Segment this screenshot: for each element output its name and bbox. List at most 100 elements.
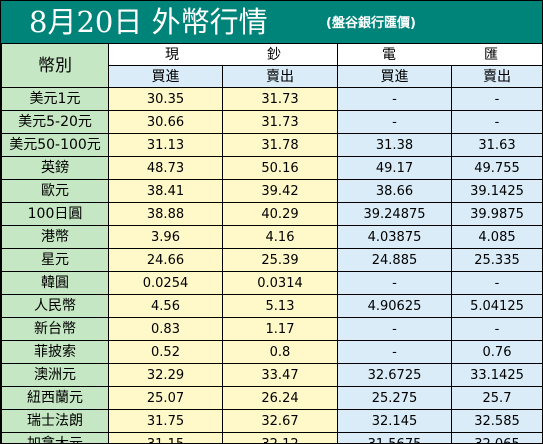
table-row: 港幣 3.96 4.16 4.03875 4.085 [1, 225, 542, 249]
currency-name-cell: 韓圓 [1, 271, 109, 295]
currency-column-header: 幣別 [1, 43, 109, 88]
cash-buy-cell: 48.73 [108, 156, 223, 180]
tt-sell-cell: 49.755 [451, 156, 542, 180]
table-row: 美元50-100元 31.13 31.78 31.38 31.63 [1, 133, 542, 157]
tt-buy-cell: 38.66 [337, 179, 452, 203]
cash-buy-cell: 31.13 [108, 133, 223, 157]
cash-sell-header: 賣出 [222, 65, 338, 88]
cash-buy-cell: 25.07 [108, 386, 223, 410]
table-row: 歐元 38.41 39.42 38.66 39.1425 [1, 179, 542, 203]
header-row-subheaders: 買進 賣出 買進 賣出 [2, 65, 542, 88]
telegraphic-group-char-1: 電 [382, 46, 396, 63]
table-row: 加拿大元 31.15 32.12 31.5675 32.065 [1, 432, 542, 443]
tt-buy-cell: 4.03875 [337, 225, 452, 249]
cash-sell-cell: 39.42 [222, 179, 338, 203]
tt-sell-cell: - [451, 110, 542, 134]
tt-buy-cell: - [337, 317, 452, 341]
currency-name-cell: 港幣 [1, 225, 109, 249]
currency-name-cell: 紐西蘭元 [1, 386, 109, 410]
cash-sell-cell: 31.78 [222, 133, 338, 157]
currency-name-cell: 人民幣 [1, 294, 109, 318]
cash-sell-cell: 33.47 [222, 363, 338, 387]
header-row-groups: 幣別 現鈔 電匯 [1, 43, 542, 88]
cash-buy-cell: 4.56 [108, 294, 223, 318]
cash-sell-cell: 40.29 [222, 202, 338, 226]
cash-buy-cell: 31.75 [108, 409, 223, 433]
cash-buy-cell: 30.35 [108, 87, 223, 111]
cash-sell-cell: 31.73 [222, 87, 338, 111]
tt-buy-cell: 49.17 [337, 156, 452, 180]
page-title: 8月20日 外幣行情 [29, 5, 268, 39]
currency-name-cell: 美元50-100元 [1, 133, 109, 157]
cash-buy-cell: 0.0254 [108, 271, 223, 295]
cash-sell-cell: 31.73 [222, 110, 338, 134]
tt-sell-cell: 25.335 [451, 248, 542, 272]
currency-name-cell: 星元 [1, 248, 109, 272]
table-row: 星元 24.66 25.39 24.885 25.335 [1, 248, 542, 272]
tt-buy-header: 買進 [337, 65, 452, 88]
tt-sell-cell: - [451, 87, 542, 111]
cash-buy-cell: 30.66 [108, 110, 223, 134]
cash-buy-cell: 0.83 [108, 317, 223, 341]
table-row: 美元1元 30.35 31.73- - [1, 87, 542, 111]
cash-buy-cell: 24.66 [108, 248, 223, 272]
currency-name-cell: 加拿大元 [1, 432, 109, 443]
tt-buy-cell: 39.24875 [337, 202, 452, 226]
tt-buy-cell: - [337, 271, 452, 295]
cash-group-char-2: 鈔 [267, 46, 281, 63]
cash-sell-cell: 25.39 [222, 248, 338, 272]
cash-buy-cell: 0.52 [108, 340, 223, 364]
tt-sell-cell: - [451, 317, 542, 341]
tt-buy-cell: 4.90625 [337, 294, 452, 318]
table-row: 美元5-20元 30.66 31.73- - [1, 110, 542, 134]
tt-buy-cell: - [337, 340, 452, 364]
tt-buy-cell: 24.885 [337, 248, 452, 272]
currency-name-cell: 瑞士法朗 [1, 409, 109, 433]
cash-sell-cell: 1.17 [222, 317, 338, 341]
cash-sell-cell: 32.12 [222, 432, 338, 443]
table-row: 英鎊 48.73 50.16 49.17 49.755 [1, 156, 542, 180]
cash-group-header: 現鈔 [108, 43, 338, 66]
tt-sell-header: 賣出 [451, 65, 542, 88]
tt-sell-cell: 5.04125 [451, 294, 542, 318]
tt-buy-cell: 32.145 [337, 409, 452, 433]
cash-sell-cell: 26.24 [222, 386, 338, 410]
cash-buy-cell: 31.15 [108, 432, 223, 443]
tt-sell-cell: 32.065 [451, 432, 542, 443]
tt-sell-cell: 39.9875 [451, 202, 542, 226]
tt-buy-cell: 32.6725 [337, 363, 452, 387]
currency-name-cell: 澳洲元 [1, 363, 109, 387]
currency-name-cell: 菲披索 [1, 340, 109, 364]
cash-buy-cell: 3.96 [108, 225, 223, 249]
title-bar: 8月20日 外幣行情 (盤谷銀行匯價) [1, 1, 542, 43]
tt-buy-cell: - [337, 110, 452, 134]
cash-buy-cell: 32.29 [108, 363, 223, 387]
cash-buy-cell: 38.88 [108, 202, 223, 226]
cash-sell-cell: 32.67 [222, 409, 338, 433]
tt-buy-cell: 31.5675 [337, 432, 452, 443]
cash-buy-cell: 38.41 [108, 179, 223, 203]
currency-name-cell: 新台幣 [1, 317, 109, 341]
rate-rows: 美元1元 30.35 31.73- - 美元5-20元 30.66 31.73- - 美元50-… [1, 87, 542, 443]
table-row: 澳洲元 32.29 33.47 32.6725 33.1425 [1, 363, 542, 387]
tt-sell-cell: 39.1425 [451, 179, 542, 203]
cash-sell-cell: 50.16 [222, 156, 338, 180]
cash-sell-cell: 4.16 [222, 225, 338, 249]
table-row: 瑞士法朗 31.75 32.67 32.145 32.585 [1, 409, 542, 433]
currency-name-cell: 美元5-20元 [1, 110, 109, 134]
cash-group-char-1: 現 [165, 46, 179, 63]
cash-sell-cell: 0.0314 [222, 271, 338, 295]
exchange-rate-table: 幣別 現鈔 電匯 買進 賣出 買進 賣出 美元1元 30.35 31.73- - 美元5… [1, 43, 542, 443]
currency-name-cell: 100日圓 [1, 202, 109, 226]
telegraphic-group-header: 電匯 [337, 43, 542, 66]
table-row: 100日圓 38.88 40.29 39.24875 39.9875 [1, 202, 542, 226]
table-row: 菲披索 0.52 0.8-0.76 [1, 340, 542, 364]
currency-name-cell: 美元1元 [1, 87, 109, 111]
table-row: 紐西蘭元 25.07 26.24 25.275 25.7 [1, 386, 542, 410]
tt-sell-cell: 31.63 [451, 133, 542, 157]
tt-sell-cell: 32.585 [451, 409, 542, 433]
currency-name-cell: 英鎊 [1, 156, 109, 180]
tt-sell-cell: 4.085 [451, 225, 542, 249]
tt-sell-cell: 0.76 [451, 340, 542, 364]
tt-sell-cell: - [451, 271, 542, 295]
